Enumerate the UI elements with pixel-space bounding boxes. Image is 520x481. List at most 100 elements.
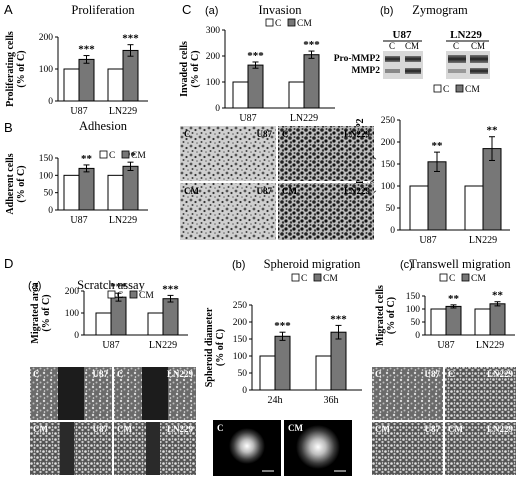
- legend-swatch-C: [265, 18, 274, 27]
- y-tick-label: 50: [411, 318, 421, 328]
- chart-title: Spheroid migration: [264, 257, 362, 271]
- chart-title: Invasion: [258, 3, 302, 17]
- bar-C-LN229: [288, 81, 305, 109]
- significance-label: **: [448, 293, 460, 305]
- y-tick-label: 200: [206, 52, 221, 62]
- bar-C-U87: [409, 185, 429, 231]
- y-axis-label-line: (% of C): [16, 165, 27, 202]
- legend-swatch-C: [433, 84, 442, 93]
- chart-Cb: (b)ZymogramIOD of MMP2/pro-MMP2(% of C)0…: [355, 3, 510, 246]
- category-label: LN229: [109, 106, 137, 117]
- scr-img-label-3: C: [117, 369, 124, 379]
- tw-img-label-4: LN229: [487, 369, 514, 379]
- y-axis-label-line: (% of C): [16, 50, 27, 87]
- y-axis-label: Proliferating cells(% of C): [5, 31, 27, 107]
- legend-swatch-CM: [461, 273, 470, 282]
- legend-swatch-CM: [313, 273, 322, 282]
- category-label: LN229: [149, 340, 177, 351]
- panel-sub: (b): [232, 259, 245, 271]
- panel-letter: A: [4, 2, 13, 17]
- y-tick-label: 0: [48, 206, 53, 216]
- inv-img-label-6: U87: [257, 186, 273, 196]
- chart-B: B Adhesion Adherent cells(% of C) 0 50 100 150…: [4, 119, 148, 226]
- bar-CM-U87: [445, 305, 462, 336]
- bar-CM-U87: [427, 161, 447, 231]
- chart-title: Zymogram: [412, 3, 468, 17]
- bar-CM-U87: [110, 296, 127, 336]
- bar-CM-LN229: [162, 298, 179, 336]
- y-tick-label: 200: [381, 138, 396, 148]
- spheroid-micrographs: C CM: [213, 420, 352, 476]
- scr-img-label-8: LN229: [167, 424, 194, 434]
- legend-label-CM: CM: [323, 274, 338, 284]
- y-tick-label: 200: [39, 33, 54, 43]
- y-tick-label: 100: [39, 65, 54, 75]
- chart-title: Transwell migration: [409, 257, 511, 271]
- y-tick-label: 50: [386, 204, 396, 214]
- bar-CM-LN229: [122, 165, 139, 211]
- panel-sub: (a): [28, 280, 41, 292]
- bar-CM-24h: [274, 335, 291, 391]
- y-axis-label-line: (% of C): [215, 329, 226, 366]
- y-tick-label: 100: [206, 78, 221, 88]
- y-tick-label: 100: [233, 352, 248, 362]
- significance-label: ***: [247, 50, 264, 62]
- scr-img-label-2: U87: [93, 369, 109, 379]
- scr-img-label-1: C: [33, 369, 40, 379]
- legend-swatch-CM: [129, 290, 138, 299]
- bar-CM-U87: [78, 58, 95, 102]
- chart-Dc: (c)Transwell migration Migrated cells(% o…: [375, 257, 515, 351]
- y-axis-label-line: (% of C): [41, 294, 52, 331]
- bar-C-36h: [315, 355, 332, 391]
- zymogram-gel: U87 LN229 C CM C CM Pro-MMP2 MMP2: [334, 29, 490, 79]
- y-axis-label: Migrated area(% of C): [30, 282, 52, 343]
- scr-img-label-6: U87: [93, 424, 109, 434]
- category-label: LN229: [290, 113, 318, 124]
- bar-C-U87: [232, 81, 249, 109]
- chart-title: Proliferation: [71, 3, 135, 17]
- significance-label: ***: [303, 39, 320, 51]
- panel-letter: C: [182, 2, 191, 17]
- legend-label-CM: CM: [139, 291, 154, 301]
- y-axis-label-line: Proliferating cells: [5, 31, 16, 107]
- y-tick-label: 100: [406, 305, 421, 315]
- legend-label-C: C: [275, 19, 281, 29]
- bar-C-U87: [63, 68, 80, 102]
- category-label: 24h: [268, 395, 283, 406]
- tw-img-label-1: C: [375, 369, 382, 379]
- legend-label-CM: CM: [465, 85, 480, 95]
- y-axis-label: Adherent cells(% of C): [5, 153, 27, 214]
- significance-label: ***: [110, 281, 127, 293]
- y-axis-label-line: (% of C): [190, 50, 201, 87]
- y-tick-label: 0: [390, 226, 395, 236]
- zymo-lane-3: C: [453, 41, 459, 51]
- legend-label-C: C: [449, 274, 455, 284]
- zymo-band-pro: Pro-MMP2: [334, 54, 380, 64]
- legend-swatch-C: [439, 273, 448, 282]
- panel-sub: (c): [400, 259, 413, 271]
- bar-C-U87: [430, 308, 447, 336]
- y-tick-label: 0: [242, 386, 247, 396]
- legend-label-C: C: [443, 85, 449, 95]
- inv-img-label-1: C: [184, 129, 191, 139]
- y-tick-label: 0: [74, 331, 79, 341]
- panel-sub: (b): [380, 5, 393, 17]
- y-tick-label: 100: [39, 171, 54, 181]
- zymo-cell-u87: U87: [393, 29, 412, 41]
- y-tick-label: 100: [381, 182, 396, 192]
- y-axis-label-line: Migrated area: [30, 282, 41, 343]
- y-axis-label-line: Adherent cells: [5, 153, 16, 214]
- y-tick-label: 0: [215, 104, 220, 114]
- y-tick-label: 150: [233, 335, 248, 345]
- chart-Ca: C (a) Invasion Invaded cells(% of C) 0 100 200…: [179, 2, 335, 124]
- y-tick-label: 200: [65, 287, 80, 297]
- legend-swatch-C: [107, 290, 116, 299]
- bar-C-LN229: [147, 312, 164, 336]
- category-label: U87: [419, 235, 436, 246]
- inv-img-label-5: CM: [184, 186, 199, 196]
- significance-label: ***: [274, 320, 291, 332]
- y-tick-label: 0: [48, 97, 53, 107]
- inv-img-label-8: LN229: [344, 186, 371, 196]
- y-axis-label: Migrated cells(% of C): [375, 285, 397, 346]
